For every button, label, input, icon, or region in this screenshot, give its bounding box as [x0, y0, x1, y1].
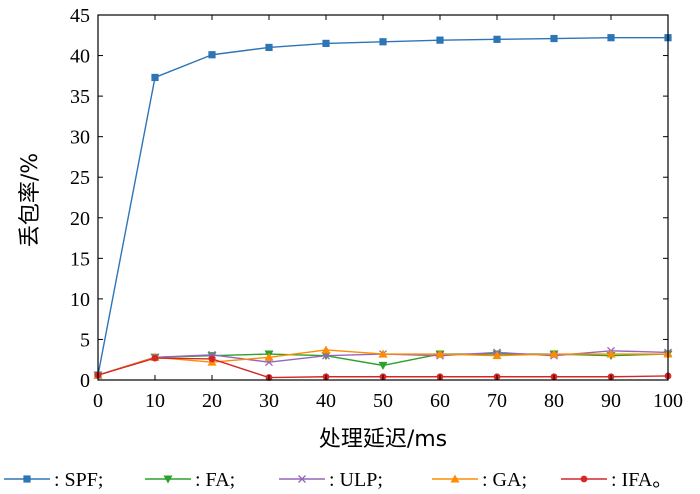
x-tick-label: 70 — [487, 390, 507, 412]
y-tick-label: 15 — [70, 248, 90, 270]
data-point-ifa — [208, 355, 216, 363]
legend-item-ga: : GA; — [432, 469, 527, 491]
data-point-spf — [607, 34, 615, 42]
legend-marker — [450, 474, 460, 483]
data-point-spf — [322, 39, 330, 47]
data-point-spf — [379, 38, 387, 46]
legend-marker — [298, 475, 306, 483]
plot-area — [93, 34, 673, 381]
x-tick-label: 30 — [259, 390, 279, 412]
legend-item-spf: : SPF; — [4, 469, 103, 491]
data-point-ga — [378, 349, 388, 358]
data-point-spf — [550, 34, 558, 43]
y-axis-title: 丢包率/% — [18, 153, 43, 247]
series-line-spf — [97, 37, 668, 376]
legend-marker — [163, 475, 173, 484]
y-tick-label: 40 — [70, 46, 90, 68]
legend-label: : FA; — [195, 469, 235, 491]
x-tick-label: 100 — [653, 390, 683, 412]
y-tick-label: 10 — [70, 289, 90, 311]
x-tick-label: 90 — [601, 390, 621, 412]
axes: 0 10 20 30 40 50 60 70 80 90 100 0 5 10 15 20 25 30 35 40 45 — [70, 5, 683, 412]
x-tick-label: 50 — [373, 390, 393, 412]
data-point-fa — [378, 361, 388, 370]
x-tick-label: 0 — [93, 390, 103, 412]
y-tick-label: 45 — [70, 5, 90, 27]
data-point-ga — [549, 349, 559, 358]
y-tick-label: 20 — [70, 208, 90, 230]
legend-item-ifa: : IFA。 — [561, 469, 672, 491]
data-point-spf — [208, 51, 216, 59]
x-tick-label: 20 — [202, 390, 222, 412]
y-tick-label: 0 — [80, 370, 90, 392]
data-point-spf — [436, 36, 444, 44]
data-point-ga — [435, 349, 445, 358]
legend-item-fa: : FA; — [145, 469, 235, 491]
data-point-spf — [493, 35, 501, 43]
legend-label: : GA; — [482, 469, 527, 491]
x-tick-label: 40 — [316, 390, 336, 412]
y-tick-label: 30 — [70, 127, 90, 149]
x-tick-label: 10 — [145, 390, 165, 412]
data-point-ga — [492, 351, 502, 360]
y-tick-label: 25 — [70, 167, 90, 189]
data-point-spf — [265, 43, 273, 52]
data-point-ga — [264, 352, 274, 361]
y-tick-label: 35 — [70, 86, 90, 108]
legend-item-ulp: : ULP; — [279, 469, 383, 491]
data-point-ga — [606, 349, 616, 358]
series-spf — [94, 34, 672, 379]
legend-marker — [23, 475, 31, 483]
data-point-ga — [321, 345, 331, 354]
data-point-spf — [151, 73, 159, 82]
data-point-ifa — [151, 354, 159, 362]
x-tick-label: 60 — [430, 390, 450, 412]
legend-label: : ULP; — [329, 469, 383, 491]
legend-label: : IFA。 — [611, 469, 672, 491]
x-axis-title: 处理延迟/ms — [319, 427, 447, 452]
legend-label: : SPF; — [54, 469, 103, 491]
legend: : SPF; : FA; : ULP; : GA; : IFA。 — [4, 469, 672, 491]
plot-frame — [97, 14, 669, 381]
legend-marker — [580, 475, 588, 483]
x-tick-label: 80 — [544, 390, 564, 412]
y-tick-label: 5 — [80, 329, 90, 351]
